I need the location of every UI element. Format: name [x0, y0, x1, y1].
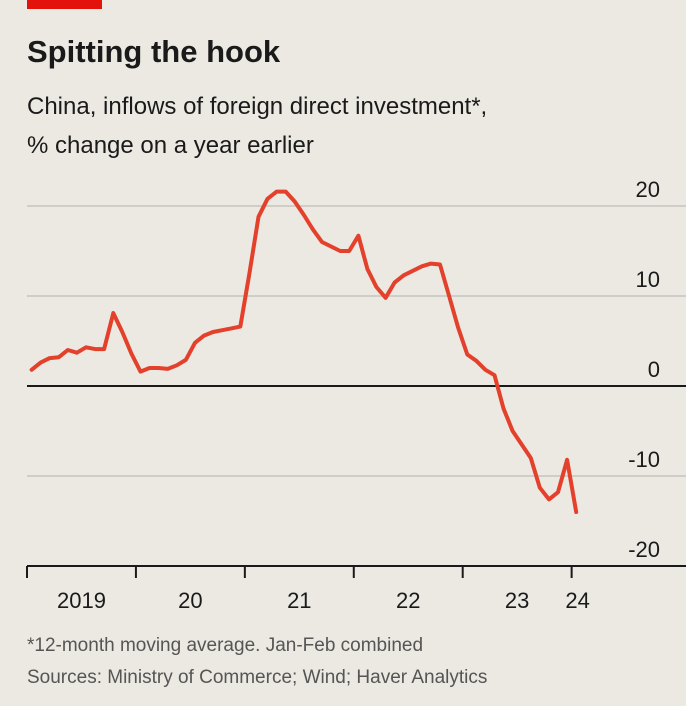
x-tick-label: 21	[287, 588, 311, 613]
source: Sources: Ministry of Commerce; Wind; Hav…	[27, 667, 487, 688]
chart-subtitle: China, inflows of foreign direct investm…	[27, 93, 487, 120]
x-tick-label: 24	[565, 588, 589, 613]
chart-title: Spitting the hook	[27, 34, 281, 69]
data-line	[29, 189, 579, 514]
brand-bar	[27, 0, 102, 9]
y-tick-label: -20	[628, 537, 660, 562]
y-tick-label: 10	[636, 267, 660, 292]
y-tick-label: 20	[636, 177, 660, 202]
y-tick-label: 0	[648, 357, 660, 382]
x-tick-label: 2019	[57, 588, 106, 613]
x-tick-label: 22	[396, 588, 420, 613]
y-tick-label: -10	[628, 447, 660, 472]
footnote: *12-month moving average. Jan-Feb combin…	[27, 635, 423, 656]
chart-subtitle: % change on a year earlier	[27, 132, 314, 159]
x-tick-label: 20	[178, 588, 202, 613]
x-tick-label: 23	[505, 588, 529, 613]
